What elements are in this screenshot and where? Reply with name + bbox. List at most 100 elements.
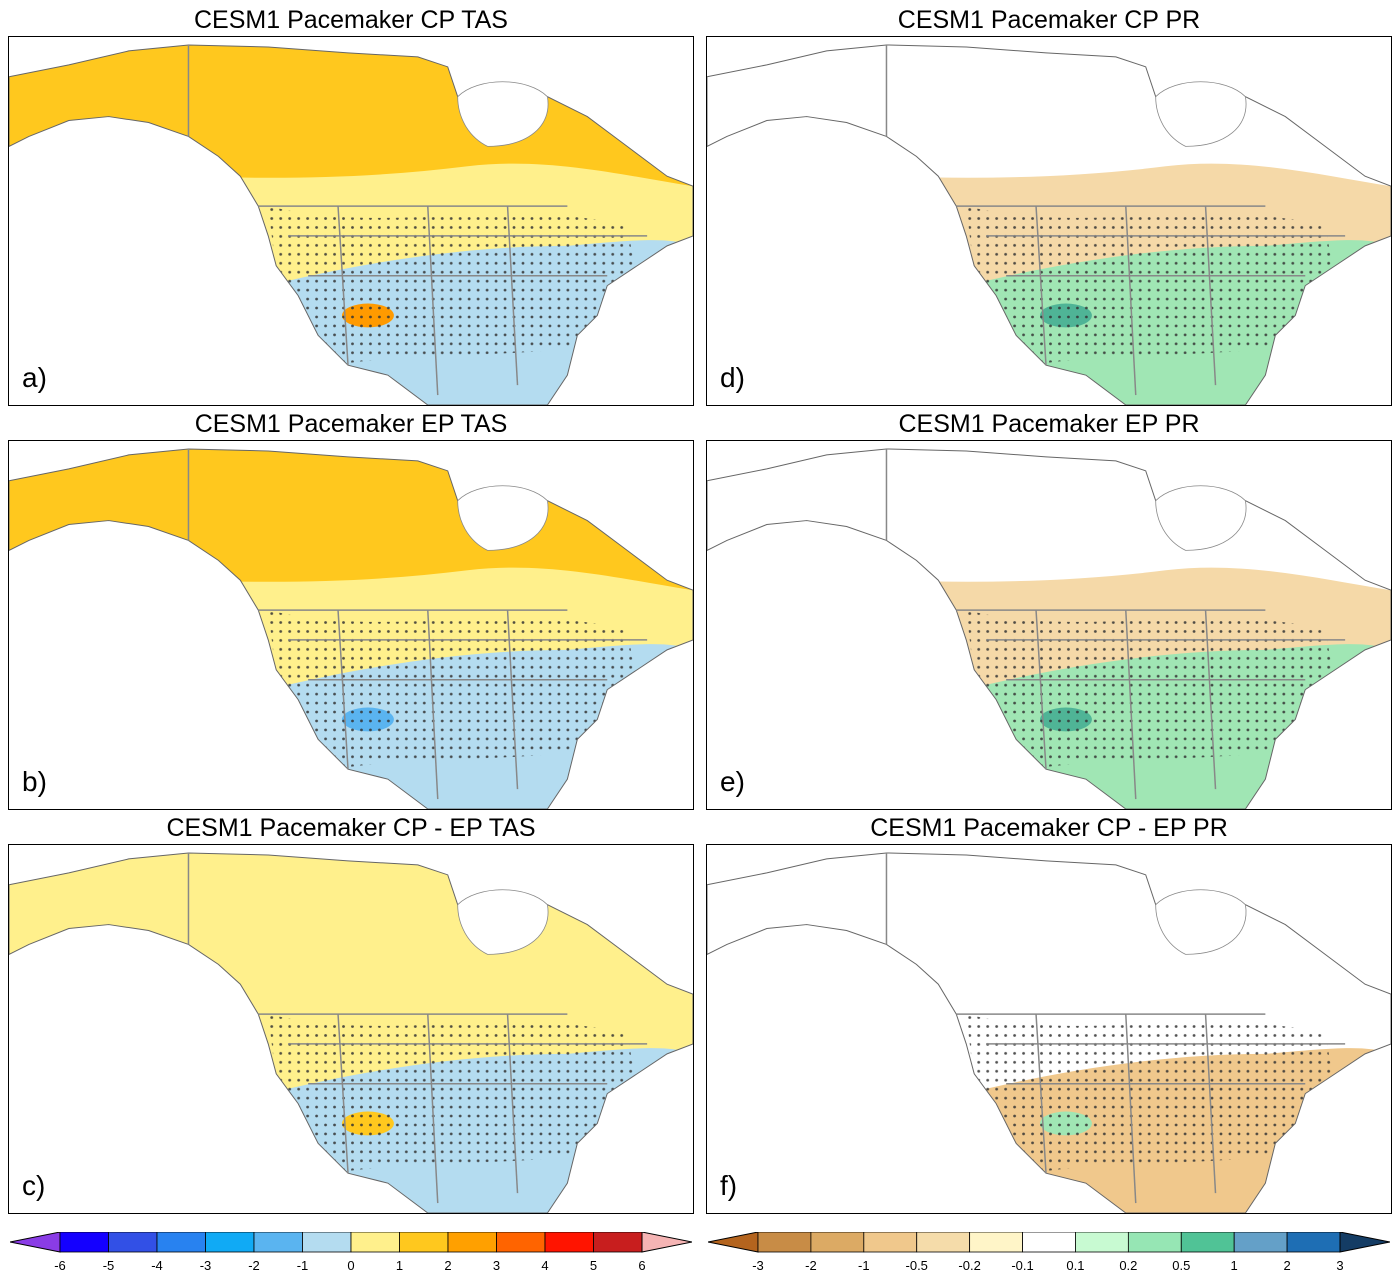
colorbar-high-extension (1339, 1232, 1390, 1253)
colorbar-tick-label: -0.5 (905, 1258, 928, 1273)
political-border (506, 1014, 519, 1194)
colorbar-bin (1022, 1232, 1076, 1253)
coastline (9, 44, 693, 405)
political-border (1204, 610, 1217, 790)
political-border (427, 1014, 439, 1204)
political-border (506, 206, 519, 386)
panel-b-map (8, 440, 694, 810)
panel-a-label: a) (22, 362, 47, 393)
panel-f-title: CESM1 Pacemaker CP - EP PR (870, 814, 1228, 842)
coastline (707, 44, 1391, 405)
colorbar-bin (916, 1232, 971, 1253)
colorbar-tick-label: -2 (248, 1258, 260, 1273)
political-border (1035, 206, 1047, 366)
panel-f-label: f) (720, 1170, 738, 1201)
colorbar-bin (969, 1232, 1023, 1253)
stipple-region (268, 206, 648, 376)
colorbar-tick-label: -3 (752, 1258, 764, 1273)
colorbar-tick-label: 3 (1336, 1258, 1344, 1273)
colorbar-tick-label: 0.1 (1066, 1258, 1085, 1273)
panel-c-map (8, 844, 694, 1214)
colorbar-bin (156, 1232, 206, 1253)
hudson-bay (457, 485, 549, 551)
colorbar-tick-label: -5 (102, 1258, 115, 1273)
coastline (9, 852, 693, 1213)
colorbar-bin (302, 1232, 352, 1253)
panel-c-title: CESM1 Pacemaker CP - EP TAS (166, 814, 536, 842)
colorbar-tick-label: 2 (444, 1258, 452, 1273)
colorbar-bin (1180, 1232, 1235, 1253)
coastline (707, 448, 1391, 809)
panel-a-title: CESM1 Pacemaker CP TAS (193, 6, 508, 34)
stipple-region (268, 610, 648, 780)
coastline (9, 448, 693, 809)
colorbar-bin (593, 1232, 643, 1253)
colorbar-bin (447, 1232, 497, 1253)
colorbar-bin (1075, 1232, 1129, 1253)
political-border (1204, 206, 1217, 386)
colorbar-tick-label: -0.2 (958, 1258, 981, 1273)
panel-d-label: d) (720, 362, 745, 393)
colorbar-bin (757, 1232, 812, 1253)
panel-d-map (706, 36, 1392, 406)
colorbar-tick-label: -4 (151, 1258, 163, 1273)
colorbar-tick-label: 5 (589, 1258, 598, 1273)
colorbar-bin (350, 1232, 400, 1253)
political-border (337, 610, 349, 770)
colorbar-bin (108, 1232, 158, 1253)
pr-colorbar: -3 -2 -1 -0.5 -0.2 -0.1 0.1 0.2 0.5 1 2 3 (708, 1232, 1390, 1278)
colorbar-tick-label: -6 (54, 1258, 66, 1273)
panel-b-label: b) (22, 766, 47, 797)
colorbar-tick-label: -1 (296, 1258, 309, 1273)
political-border (1035, 610, 1047, 770)
panel-e-title: CESM1 Pacemaker EP PR (898, 410, 1200, 438)
colorbar-bin (59, 1232, 109, 1253)
political-border (506, 610, 519, 790)
colorbar-tick-label: 2 (1283, 1258, 1291, 1273)
colorbar-bin (863, 1232, 918, 1253)
colorbar-bin (544, 1232, 594, 1253)
colorbar-low-extension (708, 1232, 759, 1253)
colorbar-tick-label: -3 (199, 1258, 212, 1273)
colorbar-tick-label: -1 (858, 1258, 870, 1273)
map-svg (707, 37, 1391, 405)
stipple-region (966, 1014, 1346, 1184)
colorbar-tick-label: 0.2 (1119, 1258, 1138, 1273)
colorbar-bin (205, 1232, 255, 1253)
map-svg (707, 845, 1391, 1213)
hudson-bay (1155, 889, 1247, 955)
colorbar-high-extension (641, 1232, 692, 1253)
map-svg (9, 845, 693, 1213)
colorbar-tick-label: 3 (492, 1258, 501, 1273)
map-svg (9, 441, 693, 809)
panel-d-title: CESM1 Pacemaker CP PR (897, 6, 1201, 34)
colorbar-bin (399, 1232, 449, 1253)
panel-b-title: CESM1 Pacemaker EP TAS (194, 410, 508, 438)
hudson-bay (1155, 485, 1247, 551)
hudson-bay (1155, 81, 1247, 147)
panel-a-map (8, 36, 694, 406)
political-border (427, 206, 439, 396)
tas-colorbar: -6 -5 -4 -3 -2 -1 0 1 2 3 4 5 6 (10, 1232, 692, 1278)
colorbar-bin (253, 1232, 303, 1253)
colorbar-bin (1286, 1232, 1341, 1253)
colorbar-tick-label: 0 (347, 1258, 355, 1273)
panel-c-label: c) (22, 1170, 46, 1201)
political-border (427, 610, 439, 800)
political-border (1125, 1014, 1137, 1204)
colorbar-bin (1233, 1232, 1288, 1253)
colorbar-tick-label: -0.1 (1011, 1258, 1034, 1273)
political-border (1125, 610, 1137, 800)
map-svg (9, 37, 693, 405)
panel-e-label: e) (720, 766, 745, 797)
colorbar-tick-label: 6 (638, 1258, 646, 1273)
political-border (1035, 1014, 1047, 1174)
colorbar-tick-label: 0.5 (1172, 1258, 1191, 1273)
political-border (337, 206, 349, 366)
colorbar-bin (496, 1232, 546, 1253)
stipple-region (966, 206, 1346, 376)
colorbar-tick-label: 1 (395, 1258, 404, 1273)
coastline (707, 852, 1391, 1213)
hudson-bay (457, 81, 549, 147)
panel-f-map (706, 844, 1392, 1214)
